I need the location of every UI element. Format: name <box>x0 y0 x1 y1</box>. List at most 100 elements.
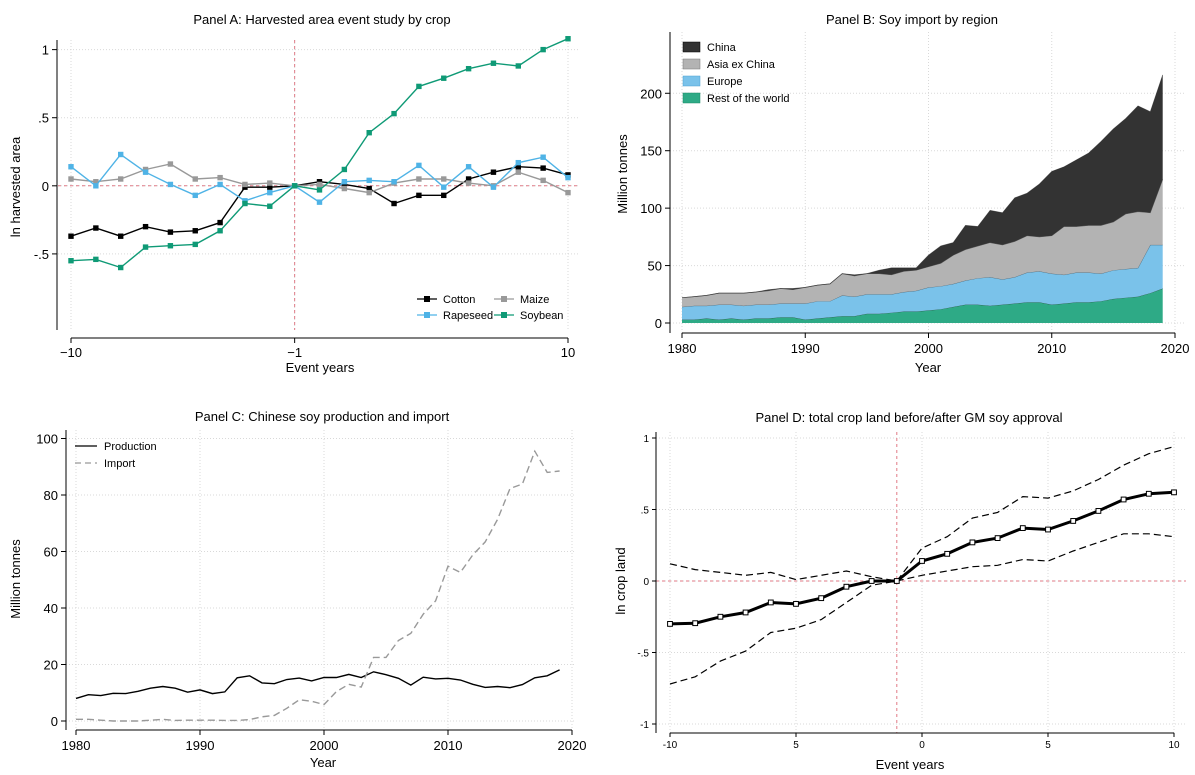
panel-a-x-tick-label-0: −10 <box>60 345 82 360</box>
series-soybean-point-20 <box>565 36 571 42</box>
legend-soybean-marker <box>501 312 507 318</box>
series-soybean-point-16 <box>465 65 472 72</box>
series-rapeseed-point-14 <box>416 162 422 169</box>
series-cotton-point-18 <box>515 164 521 170</box>
panel-d-y-tick-label-3: -.5 <box>637 649 649 660</box>
series-maize-point-15 <box>441 176 447 182</box>
series-rapeseed-point-11 <box>341 179 348 185</box>
series-import-line <box>76 449 560 722</box>
series-china-area <box>682 74 1163 298</box>
legend-asia-label: Asia ex China <box>707 59 776 71</box>
series-cotton-point-11 <box>341 181 348 188</box>
series-cotton-point-12 <box>366 185 372 192</box>
series-estimate-point-10 <box>919 558 925 564</box>
series-soybean-point-5 <box>192 241 198 248</box>
legend-europe-label: Europe <box>707 76 742 88</box>
panel-c-x-tick-label-2: 2000 <box>310 738 339 753</box>
panel-a-x-tick-label-2: 10 <box>561 345 575 360</box>
series-cotton-point-14 <box>416 192 422 199</box>
series-maize-point-10 <box>316 181 323 188</box>
series-rapeseed-point-2 <box>118 151 124 158</box>
series-maize-point-5 <box>192 176 198 182</box>
series-soybean-point-1 <box>93 256 99 263</box>
panel-b-x-tick-label-3: 2010 <box>1037 341 1066 356</box>
series-cotton-point-5 <box>192 228 198 234</box>
panel-b: Panel B: Soy import by region 0 50 100 150 2… <box>615 12 1189 375</box>
series-estimate-point-0 <box>667 621 673 627</box>
panel-d-y-tick-label-2: 0 <box>643 577 649 588</box>
series-rapeseed-point-15 <box>441 184 447 190</box>
series-soybean-point-2 <box>118 264 124 271</box>
panel-b-x-tick-label-0: 1980 <box>668 341 697 356</box>
series-estimate-point-4 <box>767 599 774 606</box>
series-estimate-point-1 <box>692 620 699 627</box>
series-maize-point-4 <box>167 161 174 167</box>
series-maize-point-0 <box>68 176 74 182</box>
series-rapeseed-point-5 <box>192 192 198 199</box>
series-rapeseed-point-10 <box>316 199 323 205</box>
series-estimate-point-15 <box>1045 526 1051 533</box>
panel-d-y-tick-label-0: 1 <box>643 434 649 445</box>
panel-b-y-tick-label-2: 100 <box>640 201 662 216</box>
series-estimate-point-13 <box>994 535 1001 542</box>
series-cotton-point-13 <box>391 200 397 207</box>
panel-d-x-tick-label-1: 5 <box>793 740 799 751</box>
panel-a: Panel A: Harvested area event study by c… <box>8 12 578 375</box>
series-rapeseed-point-0 <box>68 164 74 170</box>
series-soybean-point-9 <box>291 183 298 189</box>
series-soybean-point-10 <box>316 187 323 193</box>
panel-a-x-axis-label: Event years <box>286 360 355 375</box>
series-soybean-point-15 <box>441 75 447 81</box>
panel-b-y-tick-label-0: 0 <box>655 316 662 331</box>
panel-b-x-tick-label-1: 1990 <box>791 341 820 356</box>
series-rapeseed-point-17 <box>490 184 497 190</box>
series-asia-ex-china-area <box>682 179 1163 307</box>
panel-b-title: Panel B: Soy import by region <box>826 12 998 27</box>
legend-row-label: Rest of the world <box>707 93 790 105</box>
series-estimate-point-12 <box>969 539 976 546</box>
series-estimate-point-3 <box>742 609 749 616</box>
legend-europe-swatch <box>682 75 701 87</box>
series-rapeseed-point-13 <box>391 179 397 185</box>
legend-maize-marker <box>501 296 507 302</box>
series-rapeseed-point-4 <box>167 181 174 188</box>
panel-d: Panel D: total crop land before/after GM… <box>613 410 1186 772</box>
panel-c-x-axis-label: Year <box>310 755 337 770</box>
series-rapeseed-point-16 <box>465 164 472 170</box>
series-rapeseed-point-18 <box>515 159 521 166</box>
legend-row-swatch <box>682 92 701 104</box>
panel-b-x-axis-label: Year <box>915 360 942 375</box>
series-rapeseed-point-3 <box>142 169 149 175</box>
panel-d-x-tick-label-0: -10 <box>663 740 678 751</box>
series-soybean-point-12 <box>366 129 372 136</box>
series-maize-point-2 <box>118 176 124 182</box>
panel-c-y-tick-label-1: 20 <box>44 658 58 673</box>
legend-rapeseed-marker <box>424 312 430 318</box>
series-estimate-point-5 <box>793 600 799 607</box>
series-cotton-point-3 <box>142 223 149 230</box>
legend-cotton-label: Cotton <box>443 294 475 306</box>
panel-c-plot-area: 0 20 40 60 80 100 1980 1990 2000 2010 2020 <box>36 430 586 753</box>
panel-c: Panel C: Chinese soy production and impo… <box>8 409 586 770</box>
panel-b-y-tick-label-3: 150 <box>640 144 662 159</box>
series-estimate-point-20 <box>1171 489 1177 496</box>
panel-d-y-tick-label-1: .5 <box>641 506 650 517</box>
series-rapeseed-point-7 <box>242 198 248 204</box>
series-production-line <box>75 669 560 700</box>
panel-d-x-axis-label: Event years <box>876 757 945 770</box>
legend-rapeseed-label: Rapeseed <box>443 310 493 322</box>
panel-a-y-tick-label-1: .5 <box>38 111 49 126</box>
panel-a-y-tick-label-3: -.5 <box>34 247 49 262</box>
series-estimate-point-9 <box>893 578 900 584</box>
panel-a-y-tick-label-2: 0 <box>42 179 49 194</box>
panel-c-x-tick-label-0: 1980 <box>62 738 91 753</box>
series-europe-area <box>682 244 1163 320</box>
legend-maize-label: Maize <box>520 294 549 306</box>
series-china-edge <box>681 74 1164 299</box>
series-cotton-point-10 <box>316 179 323 185</box>
series-rapeseed-point-8 <box>267 189 273 196</box>
legend-production-label: Production <box>104 441 157 453</box>
series-rapeseed-point-6 <box>217 181 223 188</box>
series-cotton-point-1 <box>93 225 99 231</box>
panel-c-y-axis-label: Million tonnes <box>8 539 23 619</box>
